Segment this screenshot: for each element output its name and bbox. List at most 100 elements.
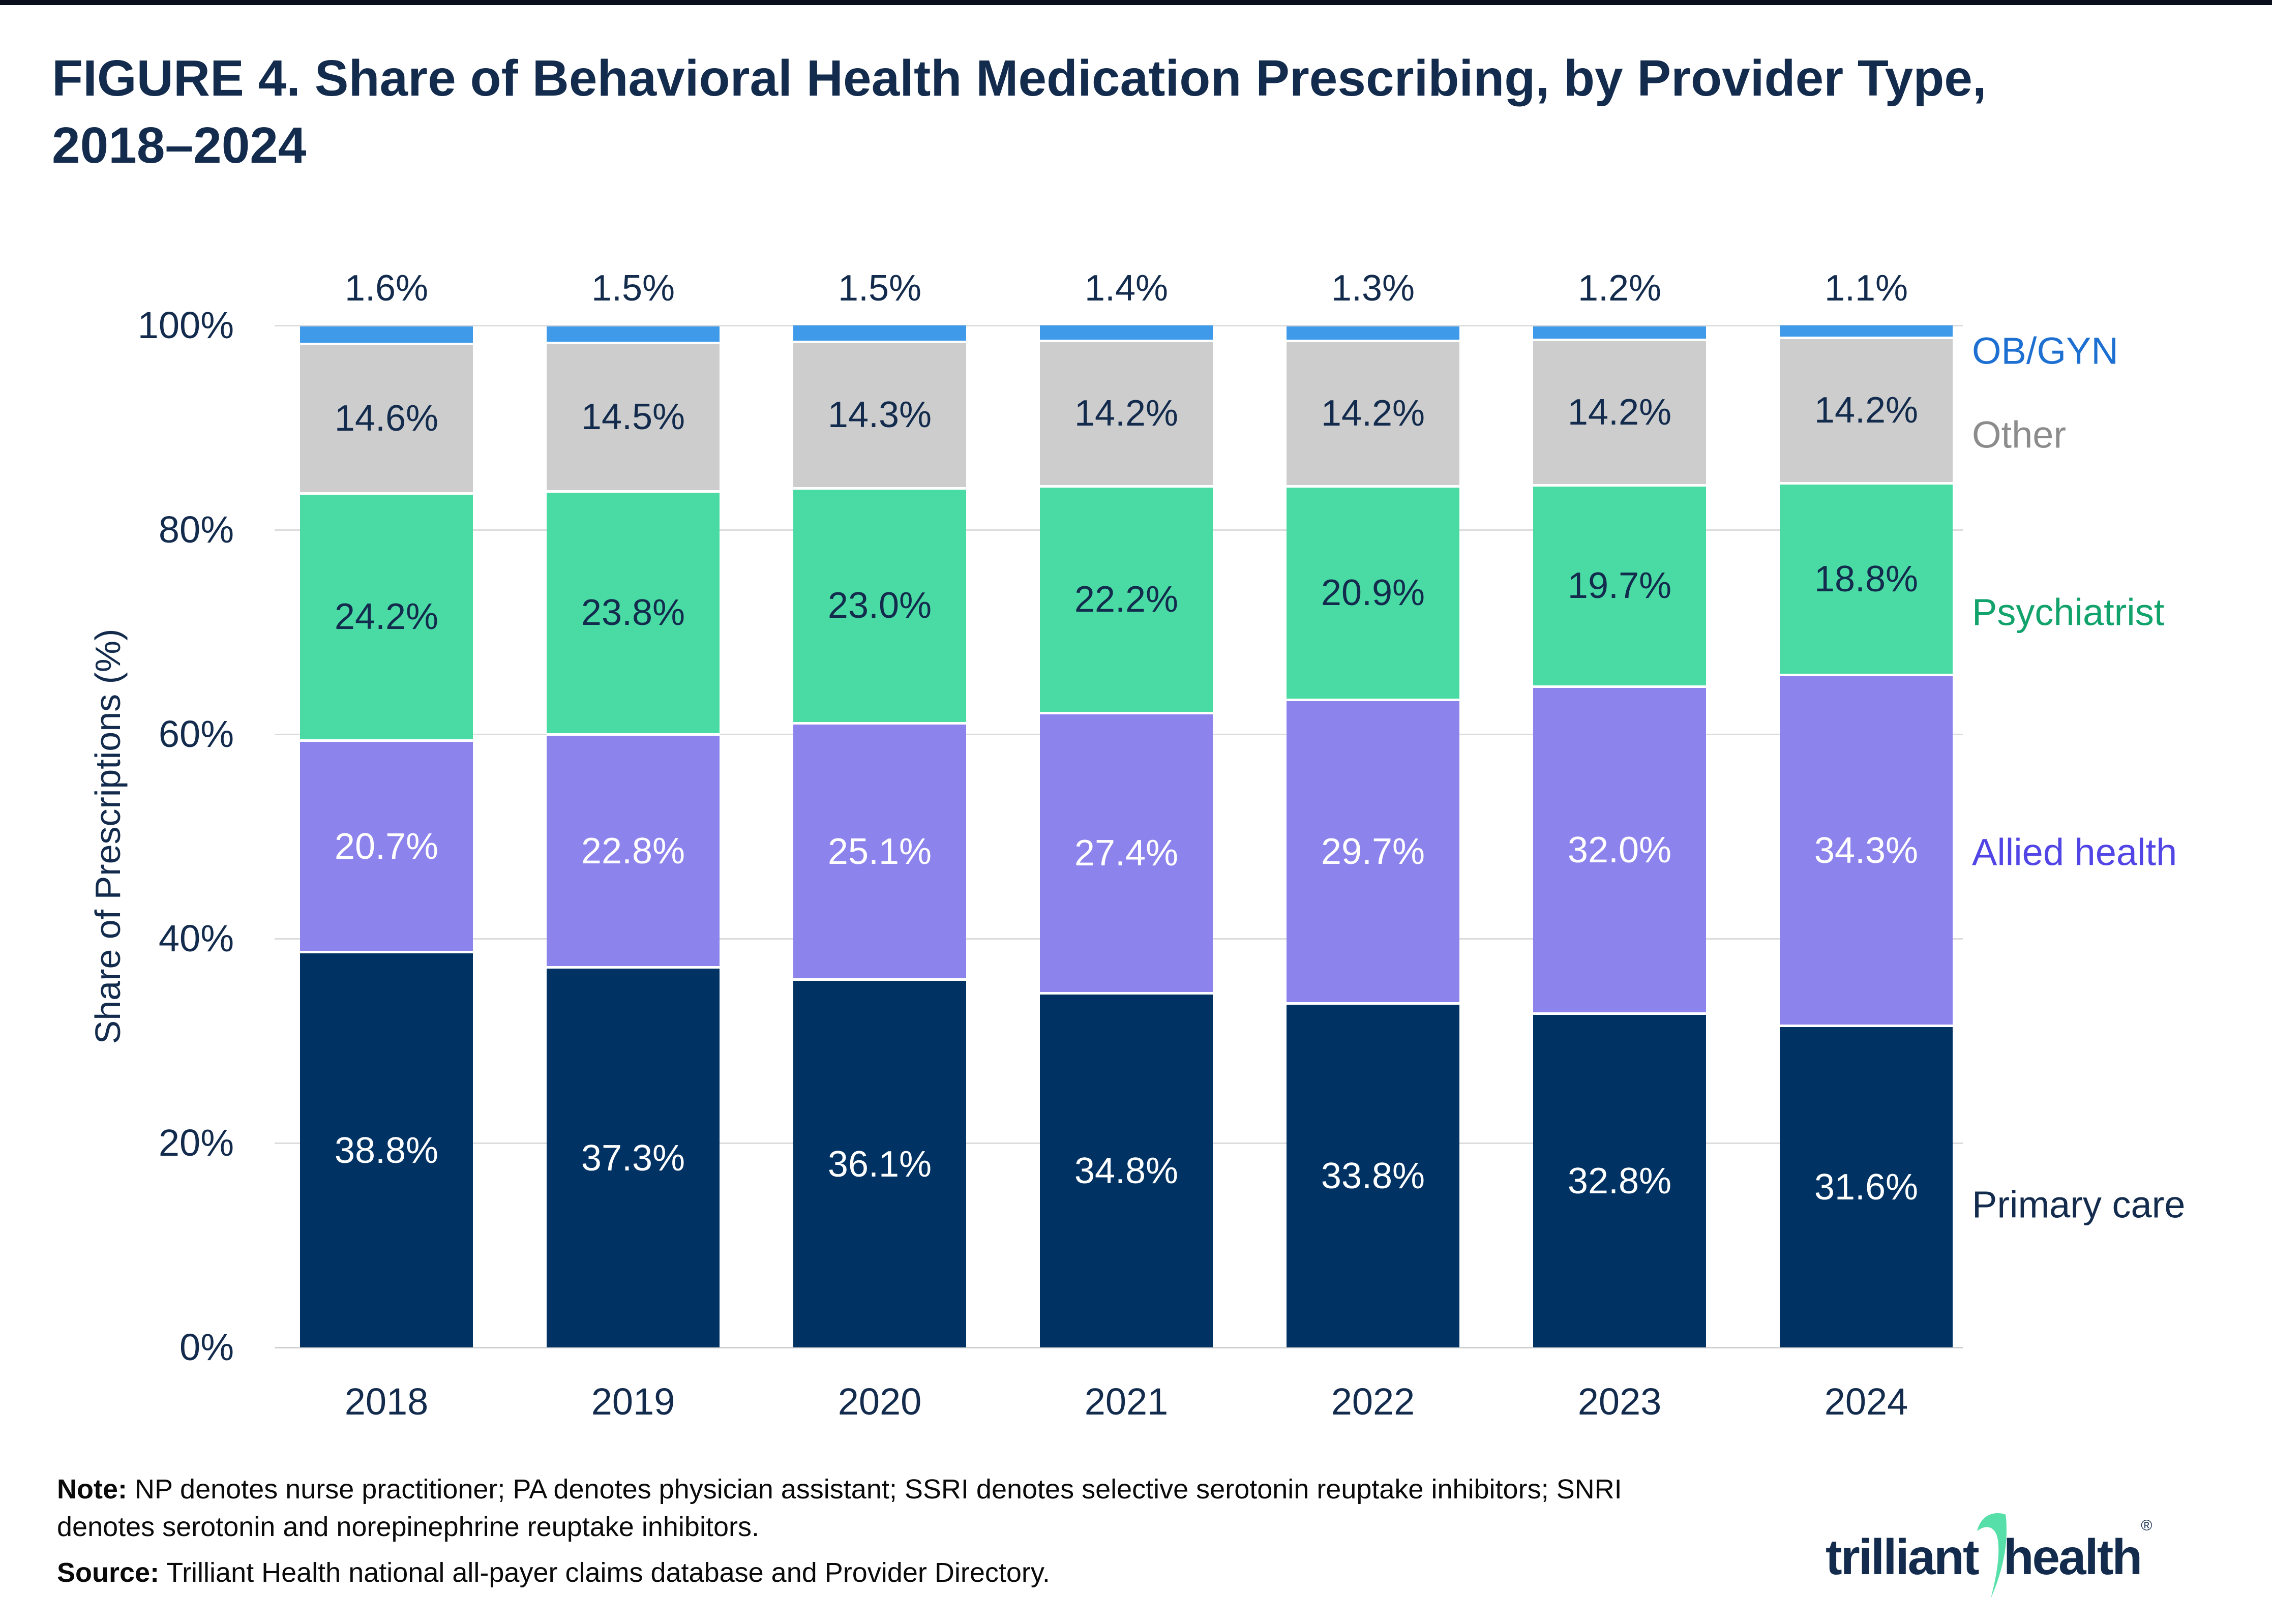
legend-item-other: Other [1972,413,2067,456]
bar-segment: 19.7% [1533,484,1706,685]
segment-value-label: 33.8% [1321,1155,1425,1196]
bar-segment [1040,325,1213,340]
bar-segment: 32.8% [1533,1012,1706,1347]
bar-segment [547,326,720,342]
top-accent-bar [0,0,2272,5]
top-value-label: 1.4% [1084,268,1169,309]
source-text: Source: Trilliant Health national all-pa… [57,1554,1786,1591]
segment-value-label: 22.8% [581,830,685,871]
bar-segment [1533,326,1706,339]
bar-segment: 33.8% [1287,1002,1459,1347]
logo-word-health: health [2003,1528,2143,1585]
segment-value-label: 22.2% [1074,579,1179,620]
figure-title-line1: FIGURE 4. Share of Behavioral Health Med… [52,50,1987,107]
legend-item-primary-care: Primary care [1972,1183,2186,1226]
note-label: Note: [57,1474,127,1505]
note-block: Note: NP denotes nurse practitioner; PA … [57,1470,1786,1591]
x-axis-year-label: 2022 [1331,1380,1415,1423]
y-axis-title: Share of Prescriptions (%) [88,628,128,1044]
segment-value-label: 34.3% [1814,830,1919,871]
figure-title-line2: 2018–2024 [52,117,307,174]
segment-value-label: 14.2% [1814,390,1919,431]
segment-value-label: 25.1% [827,831,932,872]
segment-value-label: 36.1% [827,1144,932,1185]
bar-segment: 14.2% [1287,340,1459,485]
bar-segment: 27.4% [1040,711,1213,992]
y-tick-label: 40% [158,917,234,959]
bar-segment: 14.5% [547,342,720,490]
y-tick-label: 20% [158,1122,234,1164]
bar-2018: 38.8% 20.7% 24.2% 14.6% 1.6% 2018 [300,268,473,1423]
top-value-label: 1.2% [1577,268,1662,309]
x-axis-year-label: 2019 [591,1380,675,1423]
registered-mark: ® [2141,1517,2153,1534]
bar-segment: 23.0% [793,487,966,722]
bar-segment [300,326,473,343]
top-value-label: 1.6% [344,268,429,309]
figure-title: FIGURE 4. Share of Behavioral Health Med… [52,45,2249,179]
note-line1: NP denotes nurse practitioner; PA denote… [135,1474,1622,1505]
segment-value-label: 20.9% [1321,573,1425,614]
segment-value-label: 37.3% [581,1137,685,1179]
bar-segment: 14.2% [1040,340,1213,485]
segment-value-label: 19.7% [1567,565,1672,607]
bar-segment: 20.9% [1287,485,1459,699]
bar-segment: 37.3% [547,966,720,1347]
bar-segment: 31.6% [1780,1024,1953,1347]
bar-segment [1780,325,1953,337]
segment-value-label: 38.8% [334,1130,439,1171]
top-value-label: 1.3% [1331,268,1415,309]
x-axis-year-label: 2024 [1824,1380,1908,1423]
bar-segment: 14.2% [1780,337,1953,482]
x-axis-year-label: 2018 [344,1380,429,1423]
segment-value-label: 14.2% [1074,393,1179,434]
bar-segment: 22.8% [547,733,720,967]
logo-word-trilliant: trilliant [1826,1528,1980,1585]
bar-segment: 36.1% [793,978,966,1347]
bar-segment: 24.2% [300,492,473,740]
bar-segment: 38.8% [300,951,473,1347]
bar-2024: 31.6% 34.3% 18.8% 14.2% 1.1% 2024 [1780,268,1953,1423]
bar-segment: 23.8% [547,490,720,733]
segment-value-label: 14.5% [581,397,685,438]
y-tick-label: 80% [158,508,234,551]
bar-segment [793,325,966,341]
bar-segment: 18.8% [1780,482,1953,674]
segment-value-label: 14.2% [1321,393,1425,434]
segment-value-label: 32.8% [1567,1160,1672,1201]
bar-2020: 36.1% 25.1% 23.0% 14.3% 1.5% 2020 [793,268,966,1423]
source-detail: Trilliant Health national all-payer clai… [166,1557,1050,1588]
legend-item-allied-health: Allied health [1972,831,2177,874]
segment-value-label: 14.2% [1567,392,1672,433]
bar-2022: 33.8% 29.7% 20.9% 14.2% 1.3% 2022 [1287,268,1459,1423]
y-tick-label: 100% [137,304,234,346]
segment-value-label: 18.8% [1814,558,1919,599]
segment-value-label: 23.8% [581,592,685,634]
note-line2: denotes serotonin and norepinephrine reu… [57,1512,759,1542]
bar-segment [1287,326,1459,340]
segment-value-label: 34.8% [1074,1150,1179,1191]
segment-value-label: 23.0% [827,585,932,626]
top-value-label: 1.5% [591,268,675,309]
bar-segment: 20.7% [300,739,473,951]
bar-2021: 34.8% 27.4% 22.2% 14.2% 1.4% 2021 [1040,268,1213,1423]
bar-segment: 14.2% [1533,339,1706,484]
trilliant-health-logo: trilliant health ® [1826,1509,2152,1605]
source-label: Source: [57,1557,160,1588]
bar-2019: 37.3% 22.8% 23.8% 14.5% 1.5% 2019 [547,268,720,1423]
bar-segment: 29.7% [1287,698,1459,1002]
bar-segment: 25.1% [793,721,966,979]
x-axis-year-label: 2020 [838,1380,922,1423]
segment-value-label: 14.6% [334,398,439,439]
top-value-label: 1.5% [838,268,922,309]
y-tick-label: 0% [180,1326,234,1368]
bar-segment: 14.6% [300,343,473,492]
gridline [275,1347,1963,1348]
legend-item-psychiatrist: Psychiatrist [1972,591,2165,634]
x-axis-year-label: 2021 [1084,1380,1169,1423]
segment-value-label: 31.6% [1814,1166,1919,1208]
y-tick-label: 60% [158,713,234,755]
note-text: Note: NP denotes nurse practitioner; PA … [57,1470,1786,1546]
bar-segment: 32.0% [1533,685,1706,1012]
